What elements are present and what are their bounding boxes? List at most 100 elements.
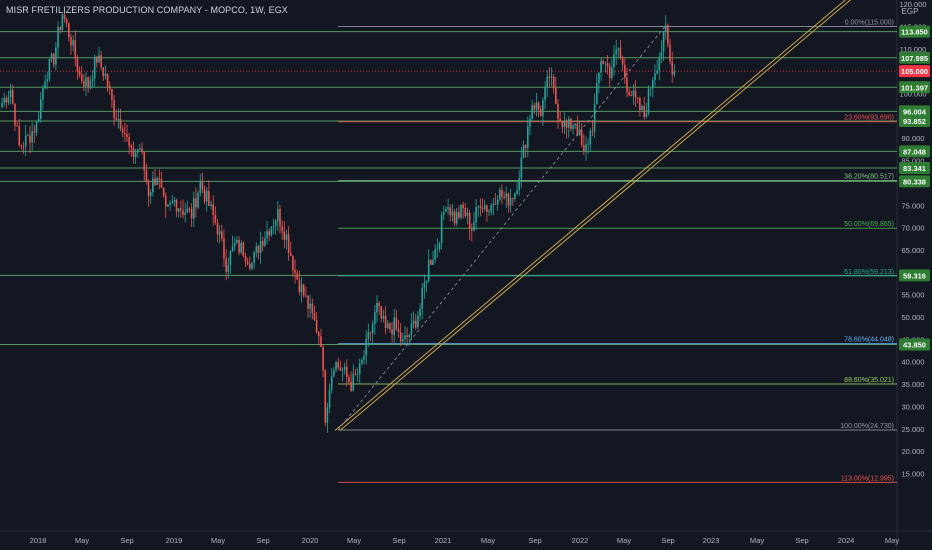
candle: [455, 207, 458, 227]
candle: [186, 200, 189, 213]
candle: [50, 52, 53, 63]
candle: [124, 122, 126, 142]
candle: [7, 90, 10, 106]
candle: [182, 199, 184, 219]
candle: [294, 259, 296, 284]
candle: [177, 208, 180, 218]
candle: [350, 371, 352, 392]
candle: [399, 323, 402, 346]
candle: [173, 196, 176, 207]
candle: [162, 187, 165, 198]
candle: [192, 191, 195, 227]
candle: [348, 374, 350, 384]
candle: [649, 88, 652, 97]
candle: [391, 322, 393, 343]
candle: [145, 163, 148, 185]
candle: [223, 229, 225, 268]
candle: [516, 182, 518, 196]
candle: [121, 125, 124, 138]
candle: [257, 245, 260, 260]
candle: [451, 203, 454, 222]
candle: [119, 108, 122, 132]
candle: [190, 203, 193, 227]
candle: [518, 170, 520, 196]
candle: [583, 134, 585, 155]
y-tick-label: 85.000: [902, 157, 925, 166]
candle: [292, 255, 294, 278]
x-tick-label: Sep: [528, 536, 541, 545]
candle: [496, 195, 499, 211]
candle: [546, 70, 549, 98]
svg-text:113.850: 113.850: [901, 28, 928, 37]
candle: [473, 212, 475, 232]
y-tick-label: 120.000: [899, 0, 926, 9]
candle: [320, 328, 322, 347]
candle: [324, 369, 327, 427]
candle: [492, 198, 495, 216]
candle: [335, 360, 337, 373]
candle: [490, 202, 492, 216]
candle: [365, 329, 367, 365]
svg-text:87.048: 87.048: [903, 147, 926, 156]
candle: [330, 367, 333, 394]
candle: [281, 219, 283, 240]
candle: [20, 144, 23, 150]
candle: [289, 241, 292, 257]
candle: [259, 231, 262, 264]
candle: [442, 205, 445, 221]
candle: [136, 148, 139, 158]
candle: [113, 94, 115, 126]
svg-text:107.985: 107.985: [901, 54, 928, 63]
svg-text:105.000: 105.000: [901, 67, 928, 76]
candle: [184, 202, 186, 223]
candle: [57, 21, 59, 59]
candle: [251, 261, 253, 271]
svg-text:93.852: 93.852: [903, 117, 926, 126]
candle: [139, 143, 141, 151]
candle: [466, 207, 469, 225]
y-tick-label: 90.000: [902, 134, 925, 143]
candle: [201, 172, 204, 194]
candle: [52, 53, 55, 68]
candle: [630, 90, 633, 97]
candle: [37, 111, 40, 123]
candle: [70, 33, 72, 55]
candle: [216, 218, 219, 243]
candle: [367, 323, 370, 347]
candle: [59, 26, 61, 34]
candle: [87, 76, 89, 93]
candle: [147, 179, 150, 207]
candle: [317, 330, 320, 346]
candle: [305, 286, 307, 298]
fib-diagonal: [337, 26, 666, 431]
x-tick-label: 2024: [838, 536, 855, 545]
x-tick-label: 2022: [572, 536, 589, 545]
candle: [479, 198, 482, 217]
candle: [438, 241, 441, 253]
candle: [641, 104, 643, 111]
candle: [63, 12, 66, 23]
candle: [423, 274, 426, 299]
candle: [309, 294, 311, 318]
candle: [371, 320, 374, 344]
candle: [164, 192, 167, 218]
y-tick-label: 65.000: [902, 246, 925, 255]
candle: [78, 66, 81, 78]
candle: [505, 186, 508, 209]
candle: [343, 362, 346, 375]
candle: [48, 58, 51, 82]
candle: [283, 221, 286, 248]
candle: [509, 188, 512, 213]
candle: [589, 128, 592, 152]
candle: [376, 295, 378, 323]
candle: [31, 122, 33, 151]
candle: [27, 133, 29, 137]
candle: [535, 92, 538, 117]
y-tick-label: 100.000: [899, 90, 926, 99]
candle: [74, 30, 77, 67]
x-tick-label: 2019: [166, 536, 183, 545]
candle: [470, 223, 473, 242]
candle: [197, 190, 199, 210]
y-tick-label: 15.000: [902, 469, 925, 478]
